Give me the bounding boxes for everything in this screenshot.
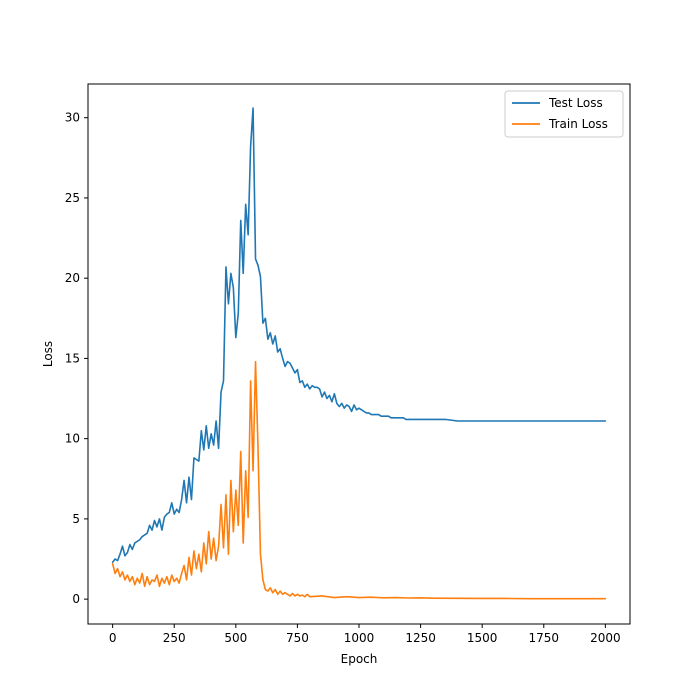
x-axis-label: Epoch — [341, 652, 378, 666]
x-tick-label: 1750 — [528, 631, 559, 645]
y-tick-label: 25 — [65, 191, 80, 205]
y-tick-label: 30 — [65, 111, 80, 125]
x-tick-label: 1250 — [405, 631, 436, 645]
y-tick-label: 15 — [65, 351, 80, 365]
plot-frame — [87, 83, 631, 625]
legend-label-test-loss: Test Loss — [548, 96, 603, 110]
plot-area — [111, 107, 607, 600]
x-tick-label: 250 — [163, 631, 186, 645]
axis-ticks: 0 250 500 750 1000 1250 1500 1750 2000 0 5 10 15 20 25… — [65, 111, 621, 645]
series-line-train-loss — [111, 360, 607, 600]
y-tick-label: 5 — [72, 512, 80, 526]
x-tick-label: 1500 — [467, 631, 498, 645]
x-tick-label: 2000 — [590, 631, 621, 645]
y-tick-label: 10 — [65, 432, 80, 446]
x-tick-label: 1000 — [344, 631, 375, 645]
y-axis-label: Loss — [41, 341, 55, 367]
x-tick-label: 0 — [109, 631, 117, 645]
x-tick-label: 750 — [286, 631, 309, 645]
x-tick-label: 500 — [224, 631, 247, 645]
series-line-test-loss — [111, 107, 607, 564]
y-tick-label: 0 — [72, 592, 80, 606]
legend: Test Loss Train Loss — [504, 90, 624, 138]
legend-label-train-loss: Train Loss — [548, 117, 608, 131]
y-tick-label: 20 — [65, 271, 80, 285]
